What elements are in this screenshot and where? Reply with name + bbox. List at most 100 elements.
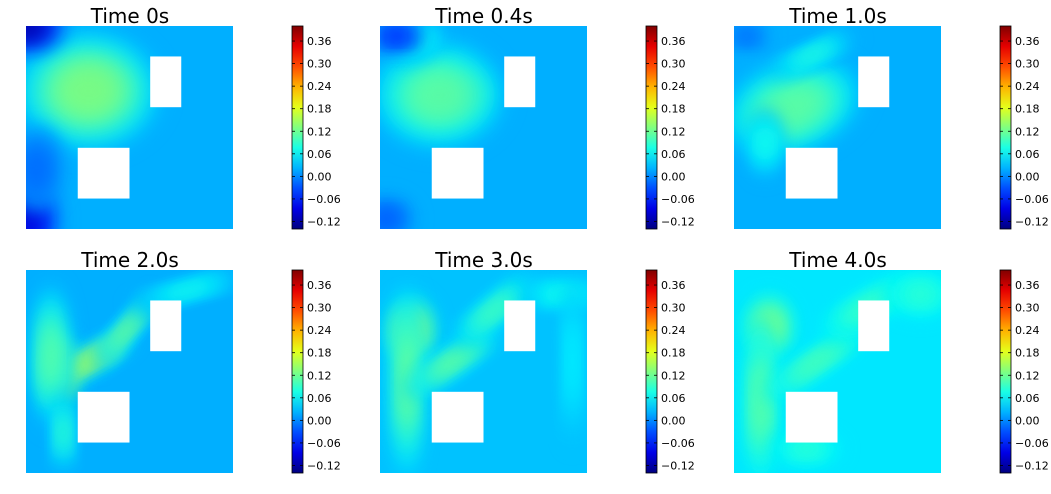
field-heatmap	[380, 270, 587, 473]
field-blob	[59, 417, 68, 447]
colorbar-tick-label: 0.18	[661, 103, 686, 116]
upper-right-obstacle	[858, 300, 890, 352]
panel-title: Time 1.0s	[789, 4, 887, 28]
lower-left-obstacle	[785, 391, 838, 443]
colorbar-tick-label: 0.12	[1015, 125, 1040, 138]
upper-right-obstacle	[858, 56, 890, 108]
upper-right-obstacle	[150, 300, 182, 352]
lower-left-obstacle	[77, 147, 130, 199]
lower-left-obstacle	[431, 391, 484, 443]
field-blob	[797, 46, 828, 63]
colorbar-tick-label: 0.00	[661, 414, 686, 427]
panel-title: Time 0.4s	[435, 4, 533, 28]
field-blob	[60, 68, 116, 114]
colorbar-tick-label: −0.06	[1015, 193, 1049, 206]
field-blob	[26, 152, 47, 184]
colorbar-tick-label: 0.18	[1015, 103, 1040, 116]
colorbar: −0.12 −0.06 0.00 0.06 0.12 0.18 0.24 0.30 0.36	[291, 25, 341, 230]
colorbar-tick-label: −0.06	[307, 193, 341, 206]
colorbar-tick-label: 0.12	[661, 369, 686, 382]
colorbar: −0.12 −0.06 0.00 0.06 0.12 0.18 0.24 0.30 0.36	[999, 269, 1049, 474]
field-blob	[765, 88, 819, 127]
field-blob	[114, 317, 137, 345]
colorbar-tick-label: −0.06	[1015, 437, 1049, 450]
colorbar-tick-label: 0.36	[307, 279, 332, 292]
panel-title: Time 2.0s	[81, 248, 179, 272]
colorbar-gradient	[291, 25, 304, 230]
colorbar-tick-label: 0.00	[661, 170, 686, 183]
colorbar-tick-label: 0.00	[1015, 170, 1040, 183]
field-blob	[400, 345, 414, 418]
panel-title: Time 4.0s	[789, 248, 887, 272]
field-blob	[386, 29, 408, 43]
lower-left-obstacle	[77, 391, 130, 443]
colorbar-tick-label: 0.00	[1015, 414, 1040, 427]
field-blob	[479, 297, 509, 324]
colorbar-tick-label: −0.12	[1015, 459, 1049, 472]
field-blob	[568, 330, 577, 393]
colorbar-tick-label: −0.06	[661, 437, 695, 450]
field-heatmap	[26, 26, 233, 229]
colorbar: −0.12 −0.06 0.00 0.06 0.12 0.18 0.24 0.30 0.36	[645, 25, 695, 230]
colorbar-tick-label: 0.36	[661, 279, 686, 292]
field-blob	[412, 74, 464, 116]
colorbar-tick-label: 0.24	[1015, 324, 1040, 337]
field-blob	[793, 442, 820, 455]
panel-title: Time 3.0s	[435, 248, 533, 272]
colorbar-gradient	[645, 25, 658, 230]
colorbar-tick-label: 0.06	[661, 392, 686, 405]
colorbar-tick-label: 0.06	[1015, 148, 1040, 161]
colorbar-tick-label: 0.30	[1015, 302, 1040, 315]
colorbar-tick-label: 0.12	[1015, 369, 1040, 382]
field-blob	[758, 131, 772, 157]
colorbar-tick-label: 0.12	[307, 369, 332, 382]
upper-right-obstacle	[150, 56, 182, 108]
colorbar-gradient	[999, 269, 1012, 474]
colorbar-tick-label: −0.06	[307, 437, 341, 450]
field-blob	[43, 328, 59, 383]
colorbar: −0.12 −0.06 0.00 0.06 0.12 0.18 0.24 0.30 0.36	[645, 269, 695, 474]
colorbar-tick-label: 0.12	[307, 125, 332, 138]
upper-right-obstacle	[504, 300, 536, 352]
lower-left-obstacle	[785, 147, 838, 199]
colorbar: −0.12 −0.06 0.00 0.06 0.12 0.18 0.24 0.30 0.36	[291, 269, 341, 474]
colorbar-tick-label: 0.36	[1015, 35, 1040, 48]
colorbar-tick-label: 0.36	[661, 35, 686, 48]
colorbar-tick-label: 0.18	[661, 347, 686, 360]
field-heatmap	[380, 26, 587, 229]
colorbar-tick-label: 0.18	[307, 347, 332, 360]
colorbar-gradient	[645, 269, 658, 474]
colorbar-tick-label: 0.30	[661, 302, 686, 315]
colorbar-tick-label: 0.24	[307, 80, 332, 93]
colorbar-tick-label: 0.24	[661, 324, 686, 337]
colorbar-tick-label: −0.12	[307, 459, 341, 472]
colorbar-tick-label: 0.36	[1015, 279, 1040, 292]
colorbar-tick-label: 0.24	[1015, 80, 1040, 93]
colorbar-tick-label: 0.06	[1015, 392, 1040, 405]
colorbar-tick-label: −0.12	[1015, 215, 1049, 228]
colorbar-tick-label: 0.00	[307, 170, 332, 183]
colorbar-tick-label: −0.06	[661, 193, 695, 206]
colorbar-tick-label: 0.06	[307, 392, 332, 405]
colorbar-tick-label: 0.12	[661, 125, 686, 138]
colorbar-tick-label: 0.30	[307, 302, 332, 315]
field-blob	[26, 26, 41, 37]
colorbar-tick-label: 0.24	[307, 324, 332, 337]
colorbar-tick-label: −0.12	[661, 215, 695, 228]
field-heatmap	[734, 26, 941, 229]
field-heatmap	[734, 270, 941, 473]
colorbar-tick-label: −0.12	[661, 459, 695, 472]
colorbar-tick-label: 0.24	[661, 80, 686, 93]
colorbar-tick-label: −0.12	[307, 215, 341, 228]
colorbar-tick-label: 0.00	[307, 414, 332, 427]
colorbar-gradient	[999, 25, 1012, 230]
colorbar-tick-label: 0.30	[1015, 58, 1040, 71]
upper-right-obstacle	[504, 56, 536, 108]
colorbar-tick-label: 0.30	[307, 58, 332, 71]
colorbar-tick-label: 0.36	[307, 35, 332, 48]
field-blob	[797, 347, 836, 376]
field-blob	[738, 31, 755, 42]
colorbar-tick-label: 0.18	[307, 103, 332, 116]
field-blob	[907, 286, 933, 303]
